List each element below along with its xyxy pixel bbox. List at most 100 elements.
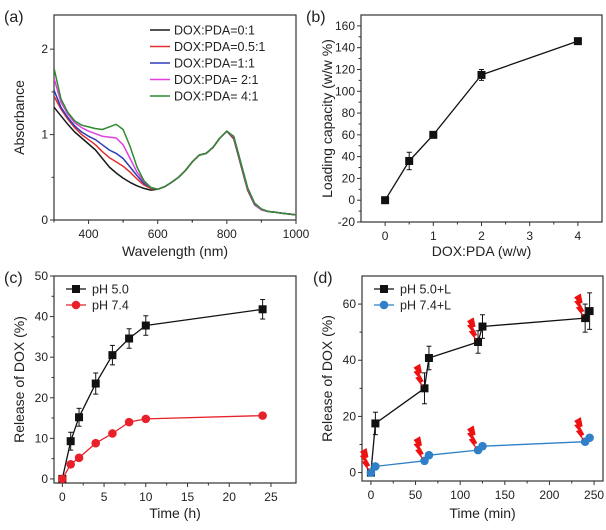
data-point-circle — [424, 450, 434, 460]
legend: DOX:PDA=0:1 DOX:PDA=0.5:1 DOX:PDA=1:1 DOX:P… — [150, 24, 265, 104]
y-tick-label: 60 — [343, 297, 357, 311]
y-axis-label: Release of DOX (%) — [319, 315, 335, 442]
x-tick-label: 800 — [217, 227, 237, 241]
laser-lightning-icon — [467, 317, 478, 341]
data-point-circle — [258, 411, 267, 420]
y-axis-label: Loading capacity (w/w %) — [319, 39, 335, 198]
y-tick-label: 0 — [41, 213, 48, 227]
data-point-circle — [66, 460, 75, 469]
y-axis-label: Absorbance — [11, 80, 27, 155]
x-tick-label: 400 — [79, 227, 99, 241]
y-tick-label: 1 — [41, 128, 48, 142]
x-tick-label: 250 — [584, 488, 604, 502]
laser-lightning-icon — [574, 293, 585, 317]
data-point-circle — [141, 414, 151, 424]
x-tick-label: 100 — [450, 488, 470, 502]
data-point-square — [75, 413, 84, 422]
laser-lightning-icon — [359, 448, 371, 471]
plot-frame — [360, 14, 603, 223]
data-point-circle — [91, 438, 101, 448]
laser-lightning-icon — [467, 425, 478, 449]
data-point-square — [405, 156, 414, 165]
y-tick-label: 40 — [343, 353, 357, 367]
plot-area — [58, 299, 267, 483]
series-line — [54, 67, 296, 216]
x-tick-label: 2 — [478, 229, 485, 243]
legend-marker — [71, 300, 81, 310]
legend-marker — [379, 300, 389, 310]
data-point-square — [429, 130, 438, 139]
legend-label: DOX:PDA=1:1 — [174, 57, 255, 71]
laser-lightning-icon — [413, 436, 424, 459]
data-point-square — [258, 305, 267, 314]
data-point-square — [381, 196, 390, 205]
legend-label: pH 5.0+L — [400, 283, 451, 297]
y-tick-label: 10 — [35, 431, 49, 445]
y-tick-label: 20 — [343, 409, 357, 423]
series-line — [54, 95, 296, 216]
legend-label: DOX:PDA=0:1 — [174, 24, 255, 38]
data-point-square — [478, 322, 487, 331]
plot-frame — [53, 14, 297, 221]
panel-label: (d) — [313, 270, 333, 287]
x-tick-label: 20 — [223, 490, 237, 504]
x-tick-label: 10 — [139, 490, 153, 504]
x-tick-label: 5 — [101, 490, 108, 504]
data-point-circle — [371, 462, 380, 471]
series-line — [54, 89, 296, 216]
data-point-circle — [74, 453, 84, 463]
y-tick-label: 50 — [35, 269, 49, 283]
series-1 — [58, 411, 267, 483]
x-tick-label: 1 — [430, 229, 437, 243]
data-point-square — [474, 337, 483, 346]
panel-c: 0 5 10 15 20 25 0 10 20 30 40 50 Time (h) Release of … — [4, 269, 297, 521]
series-line — [61, 414, 263, 480]
panel-d: 0 50 100 150 200 250 0 20 40 60 Time (min) Release … — [313, 270, 604, 521]
x-axis-label: Wavelength (nm) — [122, 243, 228, 259]
y-tick-label: 140 — [335, 41, 355, 55]
y-tick-label: 0 — [349, 466, 356, 480]
legend-label: DOX:PDA= 4:1 — [174, 90, 258, 104]
plot-area — [366, 292, 594, 477]
legend: pH 5.0 pH 7.4 — [66, 283, 129, 313]
data-point-square — [141, 321, 150, 330]
y-tick-label: -20 — [338, 215, 356, 229]
x-axis-label: Time (h) — [149, 505, 201, 521]
series-line — [384, 40, 579, 201]
data-point-square — [424, 354, 433, 362]
series-0 — [381, 37, 582, 205]
data-point-circle — [58, 474, 67, 483]
legend-marker — [72, 285, 80, 293]
x-tick-label: 150 — [495, 488, 515, 502]
panel-label: (b) — [306, 9, 326, 26]
series-1 — [366, 433, 594, 477]
x-tick-label: 0 — [382, 229, 389, 243]
x-tick-label: 600 — [148, 227, 168, 241]
data-point-square — [585, 307, 594, 316]
y-tick-label: 40 — [342, 150, 356, 164]
y-tick-label: 20 — [35, 391, 49, 405]
legend-label: DOX:PDA=0.5:1 — [174, 40, 265, 54]
data-point-square — [125, 334, 134, 343]
series-2 — [54, 89, 296, 216]
y-tick-label: 40 — [35, 310, 49, 324]
y-tick-label: 0 — [41, 472, 48, 486]
x-tick-label: 3 — [526, 229, 533, 243]
legend-label: pH 7.4+L — [400, 299, 451, 313]
panel-label: (a) — [4, 9, 24, 26]
data-point-circle — [124, 417, 134, 427]
x-axis-label: DOX:PDA (w/w) — [432, 243, 532, 259]
data-point-square — [91, 379, 100, 388]
data-point-square — [420, 384, 429, 393]
series-line — [370, 310, 591, 473]
data-point-circle — [478, 441, 487, 451]
y-tick-label: 160 — [335, 19, 355, 33]
x-tick-label: 50 — [409, 488, 423, 502]
plot-frame — [53, 275, 297, 484]
legend-label: pH 5.0 — [92, 283, 129, 297]
series-0 — [58, 299, 267, 483]
data-point-square — [108, 351, 117, 360]
y-tick-label: 20 — [342, 171, 356, 185]
x-tick-label: 0 — [59, 490, 66, 504]
